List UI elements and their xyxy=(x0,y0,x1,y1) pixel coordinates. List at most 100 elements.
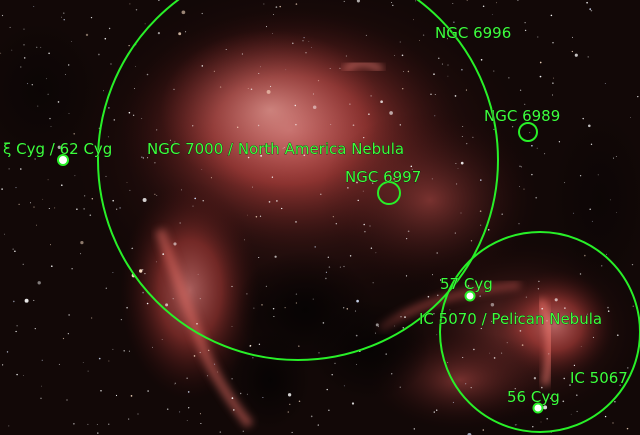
star xyxy=(144,272,146,275)
star xyxy=(208,349,210,352)
star xyxy=(538,280,540,283)
star xyxy=(399,386,401,388)
ngc7000-outline xyxy=(97,0,499,361)
star xyxy=(142,198,147,202)
star xyxy=(40,397,42,400)
star xyxy=(295,3,298,5)
star xyxy=(514,424,516,426)
star xyxy=(537,36,539,38)
star xyxy=(472,136,474,139)
star xyxy=(356,299,359,303)
star xyxy=(584,254,586,257)
star xyxy=(113,119,116,121)
star xyxy=(308,41,310,42)
star xyxy=(169,139,171,141)
star xyxy=(85,33,89,37)
star xyxy=(465,383,467,385)
star xyxy=(516,424,518,426)
star xyxy=(501,352,503,354)
star xyxy=(372,282,374,284)
star xyxy=(310,415,313,418)
star xyxy=(372,182,374,184)
star xyxy=(490,303,495,307)
star xyxy=(98,127,100,129)
star xyxy=(146,302,149,305)
star xyxy=(181,189,182,191)
star xyxy=(537,288,540,290)
star xyxy=(520,166,522,168)
star xyxy=(247,156,250,159)
star xyxy=(329,67,331,70)
star xyxy=(457,168,459,169)
star xyxy=(172,298,174,300)
star xyxy=(541,307,544,310)
star xyxy=(128,111,131,114)
star xyxy=(356,364,357,365)
star xyxy=(249,345,251,347)
star xyxy=(434,93,436,96)
star xyxy=(364,230,366,233)
star xyxy=(80,240,84,245)
star xyxy=(391,2,393,3)
star xyxy=(546,320,548,322)
star xyxy=(493,70,495,72)
star xyxy=(71,41,73,42)
star xyxy=(335,223,337,225)
star xyxy=(532,426,534,428)
star xyxy=(456,183,458,185)
star xyxy=(493,128,495,130)
star xyxy=(539,75,542,78)
star xyxy=(27,83,29,85)
star xyxy=(33,299,35,301)
star xyxy=(147,390,149,392)
star xyxy=(392,4,394,7)
star xyxy=(439,279,442,281)
star xyxy=(179,222,181,224)
star xyxy=(237,126,239,128)
star xyxy=(508,77,510,79)
star xyxy=(524,103,526,105)
star xyxy=(260,155,262,157)
star xyxy=(531,173,533,176)
star xyxy=(154,162,156,164)
star xyxy=(231,397,234,399)
star xyxy=(343,307,345,309)
star xyxy=(506,342,508,344)
star xyxy=(60,184,63,187)
star xyxy=(533,377,537,380)
star xyxy=(627,367,629,369)
star xyxy=(112,348,114,350)
star xyxy=(312,298,314,300)
star xyxy=(375,252,377,254)
star xyxy=(607,310,610,312)
star xyxy=(266,26,267,28)
star xyxy=(246,393,248,395)
star xyxy=(544,153,546,155)
star xyxy=(8,425,10,427)
star xyxy=(519,89,522,91)
ngc7000-label: NGC 7000 / North America Nebula xyxy=(147,140,404,158)
ic5070-label: IC 5070 / Pelican Nebula xyxy=(419,310,602,328)
star xyxy=(356,0,360,3)
star xyxy=(287,411,290,413)
star xyxy=(40,46,42,48)
star xyxy=(292,42,294,45)
star xyxy=(47,93,49,95)
star xyxy=(460,212,462,214)
star xyxy=(399,41,401,43)
star xyxy=(123,350,125,352)
star xyxy=(427,295,430,298)
star xyxy=(201,65,204,67)
ic5067-label: IC 5067 xyxy=(570,369,628,387)
star xyxy=(6,351,9,353)
star xyxy=(601,265,603,267)
star xyxy=(433,73,435,75)
star xyxy=(303,154,306,157)
star xyxy=(74,175,76,177)
star xyxy=(590,143,593,145)
star xyxy=(154,193,156,195)
star xyxy=(580,346,582,347)
star xyxy=(120,318,123,321)
star xyxy=(82,361,84,363)
star xyxy=(0,52,2,54)
